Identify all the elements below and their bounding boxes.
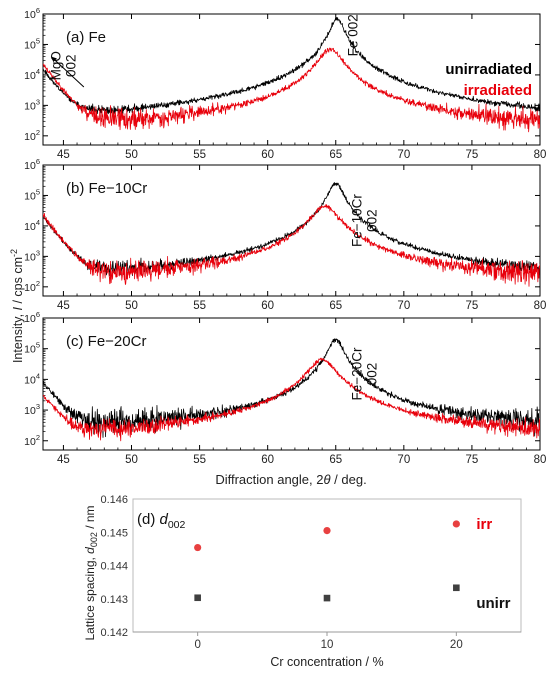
y-tick-label: 106: [24, 6, 40, 21]
x-tick-label: 45: [57, 149, 70, 161]
series-label-irr: irr: [476, 516, 492, 533]
y-tick-label: 103: [24, 97, 40, 112]
xrd-panel-b: 45 50 55 60 65 70 75 80 102 103 104 105 106 (b) Fe−10…: [24, 157, 546, 312]
peak-annotation: 002: [64, 54, 79, 77]
series-unirradiated: [43, 182, 540, 276]
y-tick-label: 0.146: [100, 494, 128, 506]
y-tick-label: 0.143: [100, 594, 128, 606]
x-tick-label: 65: [329, 149, 342, 161]
point-unirr: [453, 584, 460, 592]
arrow-head: [51, 56, 57, 63]
peak-annotation: 002: [365, 209, 380, 232]
x-tick-label: 50: [125, 149, 138, 161]
y-tick-label: 0.142: [100, 627, 128, 639]
x-tick-label: 0: [194, 639, 200, 651]
panel-label: (a) Fe: [66, 29, 106, 46]
series-unirradiated: [43, 17, 540, 116]
x-tick-label: 75: [466, 300, 479, 312]
x-tick-label: 80: [534, 300, 547, 312]
point-irr: [452, 520, 460, 528]
series-irradiated: [43, 357, 540, 442]
point-unirr: [194, 594, 201, 602]
y-tick-label: 104: [24, 67, 40, 82]
legend-irradiated: irradiated: [464, 82, 532, 99]
peak-annotation: Fe−20Cr: [350, 347, 365, 400]
xrd-ylabel: Intensity, I / cps cm-2: [9, 249, 25, 363]
x-tick-label: 20: [450, 639, 463, 651]
y-tick-label: 102: [24, 279, 40, 294]
x-tick-label: 65: [329, 454, 342, 466]
x-tick-label: 50: [125, 300, 138, 312]
x-tick-label: 45: [57, 300, 70, 312]
peak-annotation: 002: [365, 363, 380, 386]
y-tick-label: 103: [24, 402, 40, 417]
y-tick-label: 0.145: [100, 527, 128, 539]
series-label-unirr: unirr: [476, 595, 510, 612]
xrd-xlabel: Diffraction angle, 2θ / deg.: [215, 472, 366, 487]
y-tick-label: 103: [24, 248, 40, 263]
y-tick-label: 106: [24, 157, 40, 172]
xrd-panel-c: 45 50 55 60 65 70 75 80 102 103 104 105 106 (c) Fe−20…: [24, 310, 546, 466]
point-irr: [194, 543, 202, 552]
y-tick-label: 105: [24, 36, 40, 51]
y-tick-label: 104: [24, 371, 40, 386]
y-tick-label: 0.144: [100, 561, 128, 573]
x-tick-label: 80: [534, 454, 547, 466]
x-tick-label: 75: [466, 454, 479, 466]
y-tick-label: 106: [24, 310, 40, 325]
series-unirradiated: [43, 338, 540, 438]
peak-annotation: Fe 002: [346, 14, 361, 56]
x-tick-label: 75: [466, 149, 479, 161]
y-tick-label: 105: [24, 187, 40, 202]
x-tick-label: 70: [397, 149, 410, 161]
panel-d-label: (d) d002: [137, 511, 186, 531]
x-tick-label: 80: [534, 149, 547, 161]
panel-label: (c) Fe−20Cr: [66, 333, 146, 350]
panel-d-ylabel: Lattice spacing, d002 / nm: [83, 505, 99, 640]
x-tick-label: 10: [321, 639, 334, 651]
y-tick-label: 102: [24, 128, 40, 143]
arrow-line: [50, 56, 85, 88]
peak-annotation: Fe−10Cr: [350, 194, 365, 247]
x-tick-label: 50: [125, 454, 138, 466]
legend-unirradiated: unirradiated: [445, 61, 532, 78]
point-unirr: [323, 594, 331, 602]
y-tick-label: 105: [24, 341, 40, 356]
x-tick-label: 70: [397, 454, 410, 466]
x-tick-label: 55: [193, 300, 206, 312]
lattice-spacing-chart: 0.142 0.143 0.144 0.145 0.146 0 10 20 irr unirr: [100, 494, 522, 651]
x-tick-label: 60: [261, 149, 274, 161]
series-irradiated: [43, 47, 540, 133]
panel-d-xlabel: Cr concentration / %: [270, 655, 383, 669]
x-tick-label: 55: [193, 454, 206, 466]
x-tick-label: 70: [397, 300, 410, 312]
point-irr: [323, 526, 331, 535]
y-tick-label: 102: [24, 433, 40, 448]
x-tick-label: 45: [57, 454, 70, 466]
x-tick-label: 55: [193, 149, 206, 161]
panel-label: (b) Fe−10Cr: [66, 180, 147, 197]
x-tick-label: 60: [261, 454, 274, 466]
x-tick-label: 60: [261, 300, 274, 312]
x-tick-label: 65: [329, 300, 342, 312]
series-irradiated: [43, 204, 540, 287]
y-tick-label: 104: [24, 218, 40, 233]
